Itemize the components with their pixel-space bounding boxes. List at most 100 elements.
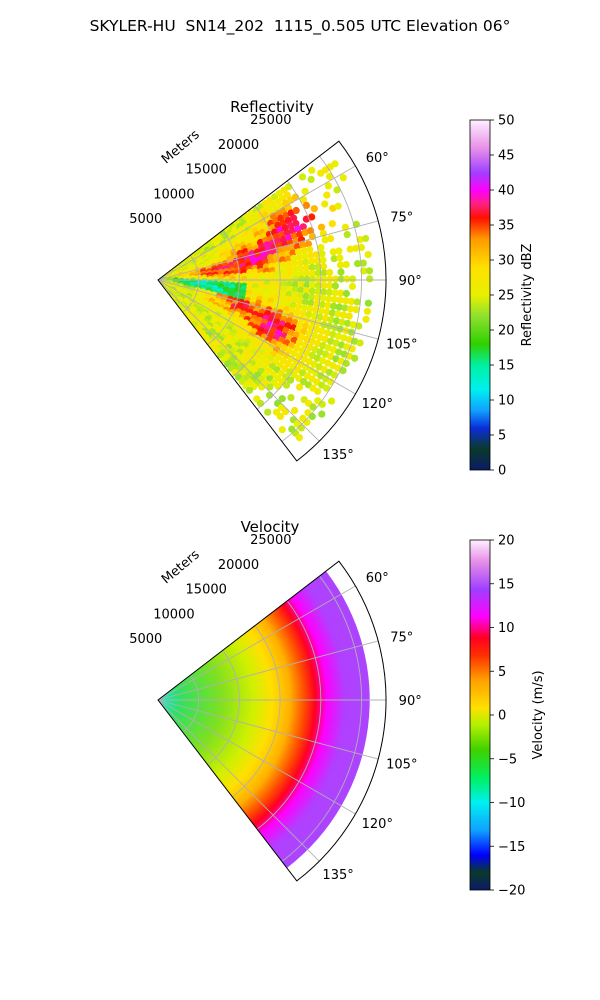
- velocity-colorbar: −20 −15 −10 −5 0 5 10 15 20 Velocity (m/s): [469, 534, 546, 899]
- reflectivity-cell: [343, 343, 351, 351]
- reflectivity-cell: [323, 329, 332, 337]
- reflectivity-cell: [317, 243, 325, 252]
- reflectivity-sector-outline: [157, 140, 387, 462]
- reflectivity-cell: [296, 292, 304, 300]
- reflectivity-cell: [297, 270, 305, 278]
- reflectivity-cell: [282, 381, 291, 389]
- reflectivity-cell: [301, 298, 309, 306]
- reflectivity-cell: [296, 320, 304, 328]
- colorbar-tick-label: 10: [498, 621, 515, 636]
- colorbar-tick-label: 15: [498, 577, 515, 592]
- reflectivity-colorbar-label: Reflectivity dBZ: [520, 244, 535, 347]
- range-ring: [232, 205, 281, 378]
- reflectivity-cell: [314, 275, 322, 283]
- colorbar-tick-label: 5: [498, 665, 506, 680]
- reflectivity-cell: [309, 269, 317, 277]
- reflectivity-cell: [325, 172, 334, 181]
- reflectivity-cell: [294, 225, 302, 233]
- reflectivity-cell: [258, 383, 266, 391]
- reflectivity-cell: [321, 335, 329, 343]
- azimuth-spoke: [157, 640, 379, 701]
- reflectivity-cell: [303, 287, 311, 295]
- reflectivity-cell: [328, 309, 336, 317]
- reflectivity-cell: [334, 332, 342, 340]
- reflectivity-cell: [309, 403, 317, 411]
- reflectivity-cell: [349, 275, 357, 283]
- reflectivity-cell: [287, 394, 295, 402]
- azimuth-spoke: [157, 220, 379, 281]
- reflectivity-cell: [296, 230, 304, 238]
- reflectivity-cell: [308, 412, 316, 421]
- reflectivity-cell: [356, 339, 364, 347]
- velocity-azimuth-ticks: 60° 75° 90° 105° 120° 135°: [322, 571, 421, 883]
- reflectivity-cell: [323, 308, 331, 316]
- azimuth-spoke: [157, 699, 379, 760]
- reflectivity-cell: [245, 386, 254, 394]
- reflectivity-cell: [345, 336, 353, 344]
- reflectivity-cell: [266, 383, 274, 391]
- reflectivity-cell: [306, 305, 314, 313]
- reflectivity-cell: [297, 264, 305, 272]
- reflectivity-cell: [331, 275, 340, 283]
- reflectivity-cell: [327, 235, 335, 243]
- reflectivity-colorbar-ticks: 0 5 10 15 20 25 30 35 40 45 50: [490, 114, 515, 479]
- reflectivity-cell: [324, 301, 332, 309]
- colorbar-tick-label: 10: [498, 394, 515, 409]
- colorbar-tick-label: 20: [498, 324, 515, 339]
- reflectivity-cell: [342, 289, 350, 298]
- reflectivity-field: [158, 160, 374, 442]
- reflectivity-cell: [318, 410, 326, 418]
- reflectivity-cell: [323, 384, 331, 392]
- reflectivity-cell: [364, 299, 372, 307]
- colorbar-tick-label: 20: [498, 534, 515, 549]
- reflectivity-colorbar: 0 5 10 15 20 25 30 35 40 45 50 Reflectivity dBZ: [469, 114, 535, 479]
- reflectivity-cell: [330, 371, 338, 379]
- reflectivity-cell: [351, 354, 359, 362]
- reflectivity-cell: [295, 253, 304, 261]
- reflectivity-cell: [313, 325, 321, 333]
- reflectivity-cell: [314, 387, 322, 395]
- reflectivity-cell: [333, 186, 341, 194]
- range-ring: [207, 650, 240, 765]
- velocity-field: [158, 571, 370, 868]
- velocity-grid: [157, 575, 386, 862]
- reflectivity-cell: [291, 406, 299, 415]
- reflectivity-cell: [362, 234, 370, 243]
- azimuth-tick-label: 135°: [322, 868, 353, 883]
- reflectivity-cell: [321, 236, 329, 244]
- azimuth-spoke: [157, 165, 356, 281]
- reflectivity-cell: [300, 304, 308, 312]
- range-tick-label: 25000: [250, 113, 291, 128]
- velocity-field-fill: [158, 571, 370, 868]
- reflectivity-cell: [327, 316, 335, 324]
- azimuth-tick-label: 60°: [366, 571, 389, 586]
- reflectivity-cell: [328, 397, 336, 405]
- reflectivity-cell: [345, 312, 353, 320]
- reflectivity-cell: [332, 339, 340, 347]
- reflectivity-cell: [301, 252, 309, 260]
- reflectivity-cell: [299, 309, 307, 317]
- reflectivity-cell: [301, 228, 309, 236]
- reflectivity-cell: [340, 334, 348, 342]
- reflectivity-cell: [324, 182, 332, 190]
- reflectivity-cell: [320, 275, 328, 283]
- reflectivity-cell: [343, 275, 351, 283]
- reflectivity-panel: Reflectivity 5000 10000 15000 20000 25000 60…: [129, 98, 422, 463]
- azimuth-tick-label: 105°: [386, 338, 417, 353]
- reflectivity-cell: [328, 220, 336, 228]
- reflectivity-cell: [314, 287, 322, 296]
- reflectivity-cell: [336, 254, 344, 262]
- reflectivity-cell: [340, 311, 348, 319]
- reflectivity-cell: [337, 275, 345, 283]
- range-ring: [182, 674, 200, 733]
- reflectivity-cell: [330, 302, 338, 310]
- reflectivity-cell: [321, 200, 329, 208]
- colorbar-tick-label: −10: [498, 796, 525, 811]
- reflectivity-cell: [291, 265, 299, 273]
- reflectivity-cell: [276, 412, 284, 420]
- range-tick-label: 5000: [129, 212, 162, 227]
- colorbar-tick-label: 0: [498, 464, 506, 479]
- reflectivity-cell: [337, 289, 345, 297]
- reflectivity-cell: [291, 281, 300, 289]
